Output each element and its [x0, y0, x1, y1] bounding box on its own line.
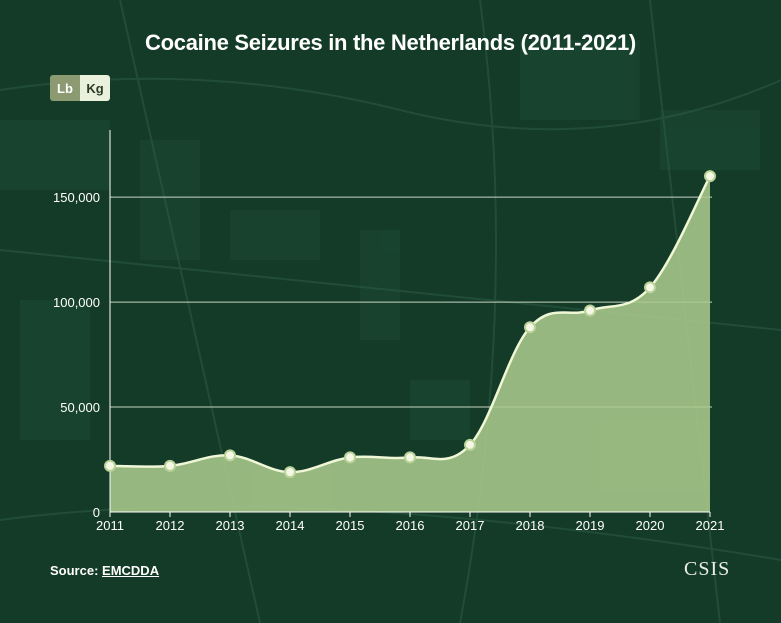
y-tick-label: 100,000	[53, 295, 100, 310]
data-point	[224, 449, 236, 462]
data-point	[704, 170, 716, 183]
y-tick-label: 0	[93, 505, 100, 520]
y-tick-label: 50,000	[60, 400, 100, 415]
brand-logo: CSIS	[684, 558, 731, 580]
data-point	[284, 466, 296, 479]
source-note: Source: EMCDDA	[50, 563, 159, 578]
x-tick-label: 2019	[576, 518, 605, 533]
x-tick-label: 2020	[636, 518, 665, 533]
x-tick-label: 2015	[336, 518, 365, 533]
chart-title: Cocaine Seizures in the Netherlands (201…	[145, 30, 636, 55]
x-tick-label: 2021	[696, 518, 725, 533]
data-point	[524, 321, 536, 334]
x-tick-label: 2012	[156, 518, 185, 533]
data-point	[164, 459, 176, 472]
data-point	[464, 438, 476, 451]
y-tick-label: 150,000	[53, 190, 100, 205]
x-tick-label: 2011	[96, 518, 124, 533]
source-label: Source:	[50, 563, 99, 578]
x-tick-label: 2013	[216, 518, 245, 533]
unit-toggle: Lb Kg	[50, 75, 110, 101]
data-point	[644, 281, 656, 294]
x-tick-label: 2018	[516, 518, 545, 533]
x-tick-label: 2017	[456, 518, 485, 533]
unit-lb-button[interactable]: Lb	[50, 75, 80, 101]
x-tick-label: 2014	[276, 518, 305, 533]
data-point	[104, 459, 116, 472]
x-tick-label: 2016	[396, 518, 425, 533]
data-point	[404, 451, 416, 464]
source-link[interactable]: EMCDDA	[102, 563, 160, 578]
series-area	[110, 176, 710, 512]
unit-kg-button[interactable]: Kg	[80, 75, 110, 101]
data-point	[584, 304, 596, 317]
data-point	[344, 451, 356, 464]
